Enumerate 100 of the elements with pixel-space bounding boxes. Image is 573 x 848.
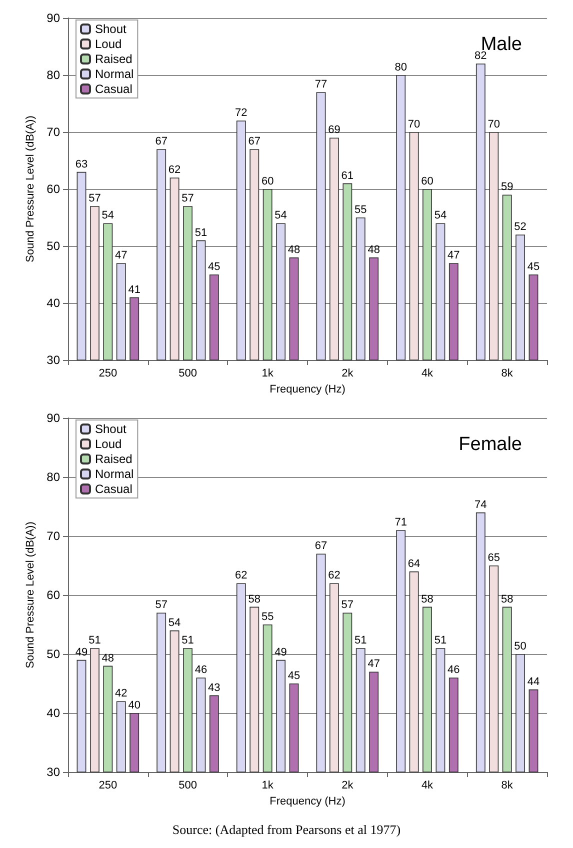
data-label: 48 [102, 652, 114, 664]
data-label: 67 [314, 540, 328, 552]
legend-label: Normal [95, 467, 134, 481]
x-tick-label: 2k [342, 780, 354, 792]
data-label: 46 [448, 664, 460, 676]
y-tick-label: 60 [46, 182, 60, 196]
x-tick-label: 4k [421, 780, 434, 792]
y-tick-label: 90 [46, 411, 60, 425]
data-label: 51 [182, 634, 194, 647]
data-label: 47 [368, 658, 380, 670]
y-tick-label: 30 [46, 765, 60, 779]
data-label: 60 [261, 176, 274, 188]
y-axis-title: Sound Pressure Level (dB(A)) [24, 522, 36, 668]
y-tick-label: 40 [46, 296, 60, 310]
legend-label: Loud [95, 437, 122, 451]
legend-label: Normal [95, 67, 134, 81]
y-tick-label: 70 [46, 529, 60, 543]
data-label: 74 [474, 498, 487, 511]
data-label: 70 [408, 118, 420, 130]
x-tick-label: 8k [501, 368, 514, 380]
data-label: 58 [421, 593, 434, 606]
data-label: 43 [208, 682, 220, 694]
data-label: 67 [248, 136, 260, 148]
data-label: 52 [514, 221, 526, 234]
data-label: 49 [274, 646, 287, 658]
y-tick-label: 80 [46, 470, 60, 484]
data-label: 54 [274, 210, 287, 222]
data-label: 58 [248, 593, 260, 606]
data-label: 63 [75, 158, 88, 170]
data-label: 57 [88, 192, 101, 205]
legend-label: Raised [95, 52, 132, 66]
legend-label: Loud [95, 37, 122, 51]
data-label: 47 [448, 250, 460, 262]
data-label: 59 [500, 181, 514, 194]
data-label: 70 [488, 118, 500, 130]
data-label: 51 [354, 634, 367, 647]
data-label: 48 [368, 244, 380, 256]
data-label: 50 [514, 640, 526, 652]
x-tick-label: 4k [421, 368, 434, 380]
data-label: 62 [235, 570, 248, 582]
data-label: 62 [328, 570, 340, 582]
data-label: 57 [341, 599, 354, 612]
x-tick-label: 1k [262, 368, 274, 380]
legend-label: Raised [95, 452, 132, 466]
data-label: 77 [314, 78, 328, 91]
data-label: 45 [288, 670, 300, 682]
data-label: 65 [488, 552, 500, 564]
source-note: Source: (Adapted from Pearsons et al 1977) [172, 822, 401, 837]
data-label: 46 [194, 664, 208, 676]
data-label: 58 [500, 593, 514, 606]
y-tick-label: 40 [46, 706, 60, 720]
y-tick-label: 30 [46, 353, 60, 367]
data-label: 54 [168, 616, 181, 629]
data-label: 80 [394, 62, 407, 74]
data-label: 61 [341, 170, 354, 182]
data-label: 41 [128, 284, 140, 296]
x-tick-label: 8k [501, 780, 514, 792]
data-label: 51 [88, 634, 101, 647]
data-label: 54 [102, 210, 114, 222]
data-label: 45 [527, 261, 540, 273]
data-label: 49 [75, 646, 88, 658]
data-label: 72 [235, 107, 248, 120]
legend-label: Casual [95, 82, 132, 96]
legend-label: Shout [95, 22, 128, 36]
data-label: 67 [155, 136, 168, 148]
y-tick-label: 50 [46, 239, 60, 253]
data-label: 62 [168, 164, 181, 176]
x-tick-label: 2k [342, 368, 354, 380]
x-tick-label: 500 [178, 780, 197, 792]
data-label: 40 [128, 700, 140, 712]
data-label: 55 [261, 611, 274, 623]
y-axis-title: Sound Pressure Level (dB(A)) [24, 116, 36, 262]
data-label: 51 [194, 226, 208, 239]
data-label: 69 [328, 124, 340, 136]
x-axis-title: Frequency (Hz) [270, 384, 346, 396]
data-label: 51 [434, 634, 447, 647]
data-label: 57 [182, 192, 194, 205]
x-tick-label: 500 [178, 368, 197, 380]
data-label: 64 [408, 558, 420, 570]
x-axis-title: Frequency (Hz) [270, 796, 346, 808]
x-tick-label: 250 [98, 368, 118, 380]
y-tick-label: 50 [46, 647, 60, 661]
y-tick-label: 90 [46, 11, 60, 25]
x-tick-label: 1k [262, 780, 274, 792]
y-tick-label: 80 [46, 68, 60, 82]
data-label: 48 [288, 244, 300, 256]
data-label: 71 [394, 516, 407, 529]
data-label: 60 [421, 176, 434, 188]
text: Female [458, 434, 522, 455]
y-tick-label: 60 [46, 588, 60, 602]
legend-label: Casual [95, 482, 132, 496]
data-label: 44 [527, 676, 540, 688]
data-label: 57 [155, 599, 168, 612]
data-label: 47 [115, 250, 128, 262]
data-label: 55 [354, 204, 367, 216]
data-label: 45 [208, 261, 220, 273]
data-label: 42 [115, 688, 128, 700]
legend-label: Shout [95, 422, 128, 436]
x-tick-label: 250 [98, 780, 118, 792]
y-tick-label: 70 [46, 125, 60, 139]
